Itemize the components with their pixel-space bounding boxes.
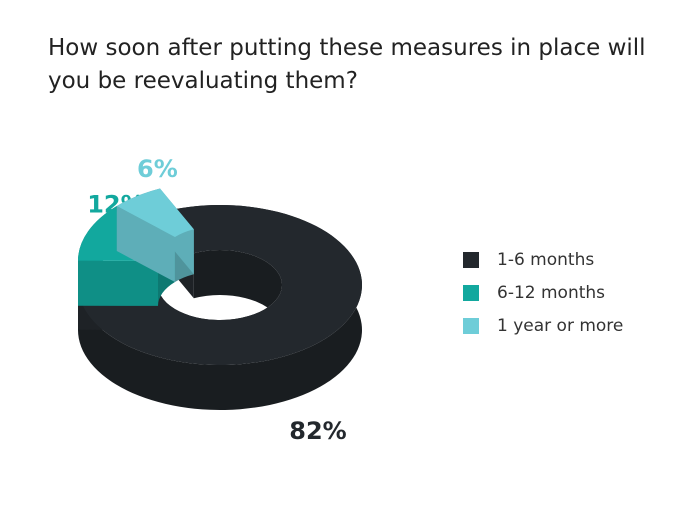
legend-label: 1 year or more <box>497 316 623 336</box>
value-label: 6% <box>137 155 178 183</box>
legend-label: 6-12 months <box>497 283 605 303</box>
chart-title: How soon after putting these measures in… <box>48 35 646 94</box>
legend-swatch <box>463 318 479 334</box>
legend-label: 1-6 months <box>497 250 594 270</box>
legend-swatch <box>463 285 479 301</box>
slice-cut-face <box>116 206 175 282</box>
slice <box>116 188 194 237</box>
legend-swatch <box>463 252 479 268</box>
slice-cut-face <box>78 260 158 306</box>
slice <box>77 205 362 366</box>
value-label: 82% <box>289 417 346 445</box>
